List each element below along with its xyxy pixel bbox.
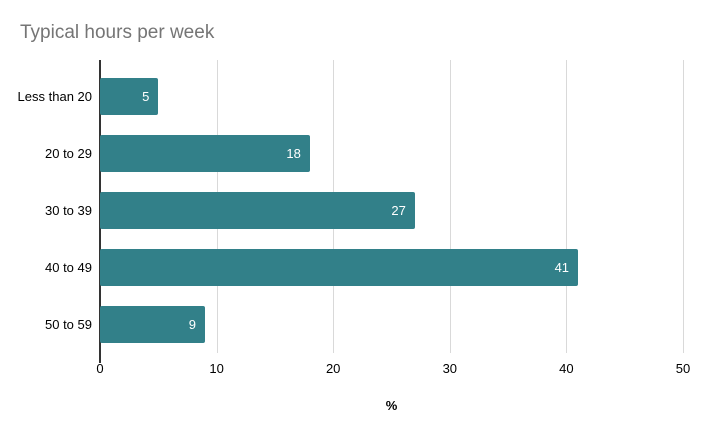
category-label: Less than 20 — [17, 89, 92, 104]
bar-value-label: 9 — [188, 317, 196, 332]
x-tick-labels: 0 10 20 30 40 50 — [96, 361, 690, 379]
category-label: 40 to 49 — [45, 260, 92, 275]
bar: 5 — [100, 78, 159, 115]
bar: 27 — [100, 192, 415, 229]
plot-area: 5 18 27 41 9 — [99, 60, 684, 363]
bar: 18 — [100, 135, 310, 172]
x-tick-label: 20 — [325, 361, 341, 376]
bar: 41 — [100, 249, 579, 286]
x-tick-label: 30 — [442, 361, 458, 376]
x-tick-label: 10 — [209, 361, 224, 376]
gridline — [683, 60, 684, 353]
x-tick-label: 0 — [96, 361, 104, 376]
category-label: 20 to 29 — [45, 146, 92, 161]
bar-value-label: 5 — [142, 89, 150, 104]
chart-title: Typical hours per week — [20, 22, 215, 43]
category-labels: Less than 20 20 to 29 30 to 39 40 to 49 50 t… — [0, 60, 92, 353]
gridline — [449, 60, 451, 353]
x-tick-label: 40 — [559, 361, 574, 376]
x-axis-title: % — [385, 398, 398, 413]
x-tick-label: 50 — [675, 361, 691, 376]
gridline — [566, 60, 568, 353]
category-label: 50 to 59 — [45, 317, 92, 332]
bar: 9 — [100, 306, 205, 343]
category-label: 30 to 39 — [45, 203, 92, 218]
bar-value-label: 27 — [391, 203, 406, 218]
bar-value-label: 18 — [286, 146, 301, 161]
bar-value-label: 41 — [554, 260, 570, 275]
